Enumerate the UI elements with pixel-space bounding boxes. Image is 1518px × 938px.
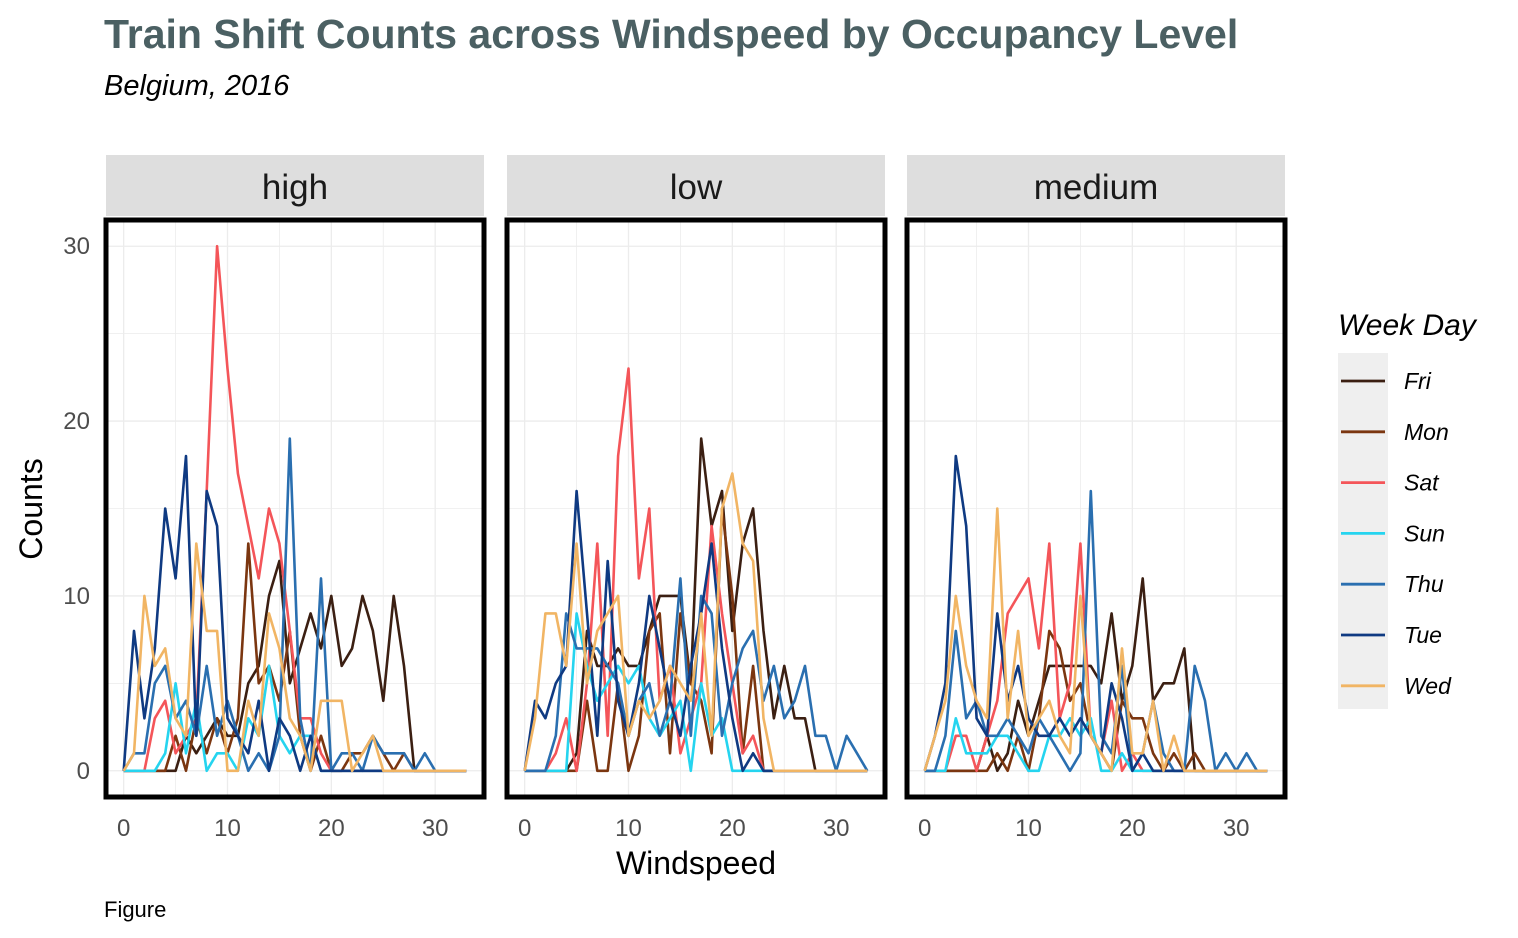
y-axis: 0 10 20 30 [63, 233, 90, 785]
series-line-thu [122, 437, 467, 773]
facet-panel-high: high 0 10 20 30 [103, 155, 487, 842]
legend-item-fri: Fri [1341, 368, 1432, 394]
y-tick-label: 0 [77, 758, 90, 785]
x-tick-label: 20 [1119, 815, 1146, 842]
x-tick-label: 30 [823, 815, 850, 842]
figure-caption: Figure [104, 897, 166, 922]
legend-key-background [1338, 353, 1388, 709]
legend-item-sat: Sat [1341, 470, 1440, 496]
legend-label: Thu [1404, 571, 1444, 597]
x-tick-label: 0 [918, 815, 931, 842]
series-line-thu [924, 489, 1268, 773]
x-tick-label: 10 [615, 815, 642, 842]
facet-strip-label: medium [1034, 168, 1158, 207]
x-tick-label: 0 [518, 815, 531, 842]
x-tick-label: 20 [719, 815, 746, 842]
legend-label: Wed [1404, 673, 1452, 699]
series-line-thu [524, 577, 869, 773]
grid [106, 220, 484, 797]
x-tick-label: 30 [422, 815, 449, 842]
series-line-sat [924, 542, 1268, 773]
x-tick-label: 30 [1223, 815, 1250, 842]
grid [507, 220, 885, 797]
legend-item-wed: Wed [1341, 673, 1452, 699]
x-tick-label: 0 [117, 815, 130, 842]
series-line-wed [523, 472, 868, 773]
series-line-fri [524, 437, 868, 773]
y-tick-label: 20 [63, 408, 90, 435]
facet-panel-low: low 0 10 20 30 [504, 155, 888, 842]
facet-panels: high 0 10 20 30 low 0 10 20 30 medium 0 10 20 30 [103, 155, 1288, 842]
legend-label: Fri [1404, 368, 1432, 394]
panel-border [904, 217, 1288, 800]
facet-strip [507, 155, 885, 216]
legend-title: Week Day [1338, 309, 1478, 342]
legend-label: Sat [1404, 470, 1440, 496]
y-axis-title: Counts [13, 458, 49, 559]
legend: Week Day Fri Mon Sat Sun Thu Tue Wed [1338, 309, 1478, 709]
chart-title: Train Shift Counts across Windspeed by O… [104, 11, 1238, 57]
legend-label: Tue [1404, 622, 1442, 648]
series-line-wed [122, 542, 467, 773]
legend-item-thu: Thu [1341, 571, 1444, 597]
x-tick-label: 10 [1015, 815, 1042, 842]
panel-border [504, 217, 888, 800]
x-axis-title: Windspeed [616, 845, 776, 881]
facet-strip [106, 155, 484, 216]
x-tick-label: 10 [214, 815, 241, 842]
legend-item-sun: Sun [1341, 520, 1445, 546]
chart-subtitle: Belgium, 2016 [104, 70, 290, 102]
facet-strip [907, 155, 1285, 216]
legend-item-mon: Mon [1341, 419, 1449, 445]
panel-border [103, 217, 487, 800]
y-tick-label: 10 [63, 583, 90, 610]
facet-panel-medium: medium 0 10 20 30 [904, 155, 1288, 842]
legend-label: Mon [1404, 419, 1449, 445]
legend-label: Sun [1404, 520, 1445, 546]
facet-strip-label: high [262, 168, 328, 207]
series-line-wed [923, 507, 1268, 773]
y-tick-label: 30 [63, 233, 90, 260]
legend-item-tue: Tue [1341, 622, 1442, 648]
facet-strip-label: low [670, 168, 723, 207]
x-tick-label: 20 [318, 815, 345, 842]
